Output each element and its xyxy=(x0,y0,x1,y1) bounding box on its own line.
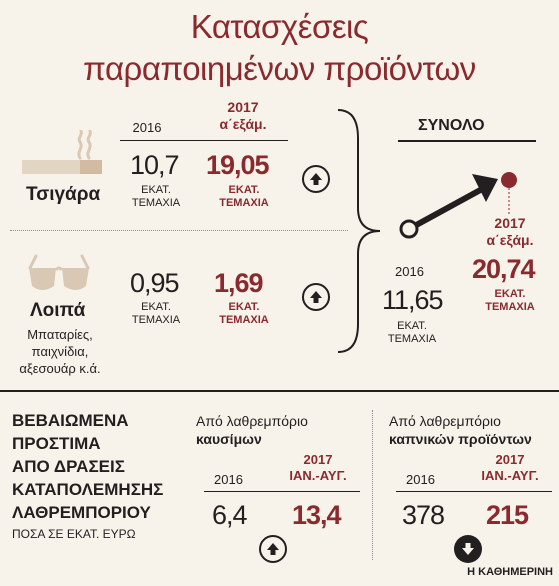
tobacco-year-2017-sub: ΙΑΝ.-ΑΥΓ. xyxy=(481,468,539,483)
total-year-2017-sub: α΄εξάμ. xyxy=(486,232,534,248)
fuel-value-2016: 6,4 xyxy=(212,500,248,530)
tobacco-year-2017-block: 2017 ΙΑΝ.-ΑΥΓ. xyxy=(470,452,550,484)
row-divider xyxy=(10,230,348,231)
brace-icon xyxy=(336,108,386,359)
cigarettes-unit-2016: ΕΚΑΤ. ΤΕΜΑΧΙΑ xyxy=(124,184,188,210)
unit-line-2: ΤΕΜΑΧΙΑ xyxy=(219,197,269,209)
cigarettes-value-2016: 10,7 xyxy=(130,150,180,180)
total-value-2016: 11,65 xyxy=(382,285,444,315)
unit-line-2: ΤΕΜΑΧΙΑ xyxy=(485,301,535,313)
unit-line-2: ΤΕΜΑΧΙΑ xyxy=(219,314,269,326)
fines-heading-2: ΠΡΟΣΤΙΜΑ xyxy=(12,434,101,453)
other-desc-3: αξεσουάρ κ.ά. xyxy=(19,361,101,376)
total-value-2017: 20,74 xyxy=(472,254,536,284)
tobacco-value-2016: 378 xyxy=(402,500,445,530)
cigarettes-value-2017: 19,05 xyxy=(206,150,270,180)
other-value-2017: 1,69 xyxy=(214,268,264,298)
other-desc-1: Μπαταρίες, xyxy=(27,327,93,342)
title-line-2: παραποιημένων προϊόντων xyxy=(83,50,476,87)
fines-heading-3: ΑΠΟ ΔΡΑΣΕΙΣ xyxy=(12,457,125,476)
other-value-2016: 0,95 xyxy=(130,268,180,298)
cigarettes-header-rule xyxy=(120,140,288,141)
unit-line-2: ΤΕΜΑΧΙΑ xyxy=(131,197,181,209)
cigarettes-year-2016: 2016 xyxy=(132,120,162,135)
section-separator xyxy=(0,390,559,392)
fuel-year-2016: 2016 xyxy=(214,472,243,487)
cigarettes-year-2017-block: 2017 α΄εξάμ. xyxy=(203,99,283,133)
tobacco-value-2017: 215 xyxy=(486,500,529,530)
trend-arrow-icon xyxy=(396,166,526,247)
tobacco-year-2016: 2016 xyxy=(406,472,435,487)
total-label: ΣΥΝΟΛΟ xyxy=(418,117,485,134)
arrow-up-icon xyxy=(259,535,287,563)
unit-line-2: ΤΕΜΑΧΙΑ xyxy=(387,333,437,345)
fines-heading-5: ΛΑΘΡΕΜΠΟΡΙΟΥ xyxy=(12,503,151,522)
fuel-year-2017: 2017 xyxy=(303,452,333,467)
total-year-2016: 2016 xyxy=(395,264,424,279)
unit-line-1: ΕΚΑΤ. xyxy=(228,184,260,196)
year-2016-header: 2016 xyxy=(122,119,172,137)
tobacco-year-2017: 2017 xyxy=(495,452,525,467)
steam-icon xyxy=(75,129,97,165)
fines-heading-4: ΚΑΤΑΠΟΛΕΜΗΣΗΣ xyxy=(12,480,164,499)
fuel-label-2: καυσίμων xyxy=(196,431,262,447)
other-desc-2: παιχνίδια, xyxy=(31,344,89,359)
fuel-label: Από λαθρεμπόριο καυσίμων xyxy=(196,412,308,448)
arrow-down-icon xyxy=(454,535,482,563)
tobacco-label: Από λαθρεμπόριο καπνικών προϊόντων xyxy=(389,412,532,448)
tobacco-header-rule xyxy=(396,491,552,492)
other-unit-2016: ΕΚΑΤ. ΤΕΜΑΧΙΑ xyxy=(124,301,188,327)
fines-heading: ΒΕΒΑΙΩΜΕΝΑ ΠΡΟΣΤΙΜΑ ΑΠΟ ΔΡΑΣΕΙΣ ΚΑΤΑΠΟΛΕ… xyxy=(12,409,163,524)
arrow-up-icon xyxy=(302,283,330,311)
unit-line-1: ΕΚΑΤ. xyxy=(141,301,171,313)
tobacco-label-1: Από λαθρεμπόριο xyxy=(389,413,501,429)
cigarettes-year-2017: 2017 xyxy=(227,99,259,115)
total-unit-2017: ΕΚΑΤ. ΤΕΜΑΧΙΑ xyxy=(474,288,546,314)
fines-heading-1: ΒΕΒΑΙΩΜΕΝΑ xyxy=(12,411,129,430)
unit-line-2: ΤΕΜΑΧΙΑ xyxy=(131,314,181,326)
total-year-2017: 2017 xyxy=(494,215,526,231)
tobacco-label-2: καπνικών προϊόντων xyxy=(389,431,532,447)
fuel-header-rule xyxy=(204,491,360,492)
total-header-rule xyxy=(398,140,536,142)
fuel-value-2017: 13,4 xyxy=(292,500,342,530)
cigarettes-year-2017-sub: α΄εξάμ. xyxy=(219,116,267,132)
unit-line-1: ΕΚΑΤ. xyxy=(494,288,526,300)
unit-line-1: ΕΚΑΤ. xyxy=(397,320,427,332)
fuel-year-2017-block: 2017 ΙΑΝ.-ΑΥΓ. xyxy=(278,452,358,484)
cigarettes-unit-2017: ΕΚΑΤ. ΤΕΜΑΧΙΑ xyxy=(206,184,282,210)
sunglasses-icon xyxy=(26,254,92,299)
unit-line-1: ΕΚΑΤ. xyxy=(228,301,260,313)
fines-note: ΠΟΣΑ ΣΕ ΕΚΑΤ. ΕΥΡΩ xyxy=(12,527,136,541)
credit: Η ΚΑΘΗΜΕΡΙΝΗ xyxy=(467,566,553,578)
other-description: Μπαταρίες, παιχνίδια, αξεσουάρ κ.ά. xyxy=(0,326,120,377)
other-label: Λοιπά xyxy=(30,300,86,321)
other-unit-2017: ΕΚΑΤ. ΤΕΜΑΧΙΑ xyxy=(206,301,282,327)
fuel-label-1: Από λαθρεμπόριο xyxy=(196,413,308,429)
fuel-year-2017-sub: ΙΑΝ.-ΑΥΓ. xyxy=(289,468,347,483)
title-line-1: Κατασχέσεις xyxy=(190,8,369,45)
cigarette-icon xyxy=(22,160,102,179)
total-year-2017-block: 2017 α΄εξάμ. xyxy=(472,215,548,249)
arrow-up-icon xyxy=(302,165,330,193)
column-divider xyxy=(372,410,373,560)
unit-line-1: ΕΚΑΤ. xyxy=(141,184,171,196)
cigarettes-label: Τσιγάρα xyxy=(26,184,101,205)
total-unit-2016: ΕΚΑΤ. ΤΕΜΑΧΙΑ xyxy=(377,320,447,346)
